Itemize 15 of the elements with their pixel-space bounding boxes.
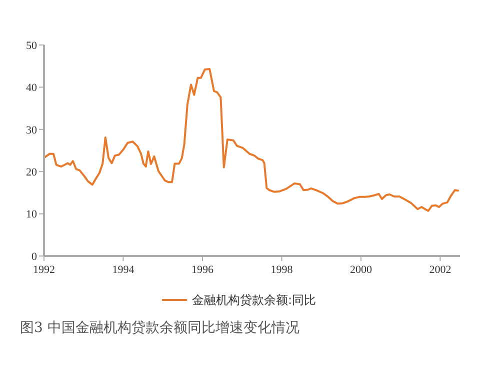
y-tick-label: 0 bbox=[32, 250, 38, 263]
y-tick-label: 40 bbox=[26, 82, 38, 94]
line-series bbox=[44, 68, 460, 212]
legend-label: 金融机构贷款余额:同比 bbox=[192, 293, 316, 308]
x-tick-label: 2000 bbox=[350, 264, 372, 276]
x-tick-label: 1998 bbox=[270, 264, 294, 276]
x-tick-label: 1996 bbox=[191, 264, 214, 276]
x-tick-label: 1992 bbox=[33, 264, 55, 276]
y-tick-label: 10 bbox=[26, 208, 38, 221]
x-tick-label: 2002 bbox=[429, 264, 452, 276]
y-tick-label: 30 bbox=[26, 124, 38, 136]
y-tick-label: 50 bbox=[26, 40, 38, 52]
x-tick-label: 1994 bbox=[112, 264, 135, 276]
text: 图3 中国金融机构贷款余额同比增速变化情况 bbox=[20, 320, 300, 336]
y-tick-label: 20 bbox=[26, 166, 38, 178]
